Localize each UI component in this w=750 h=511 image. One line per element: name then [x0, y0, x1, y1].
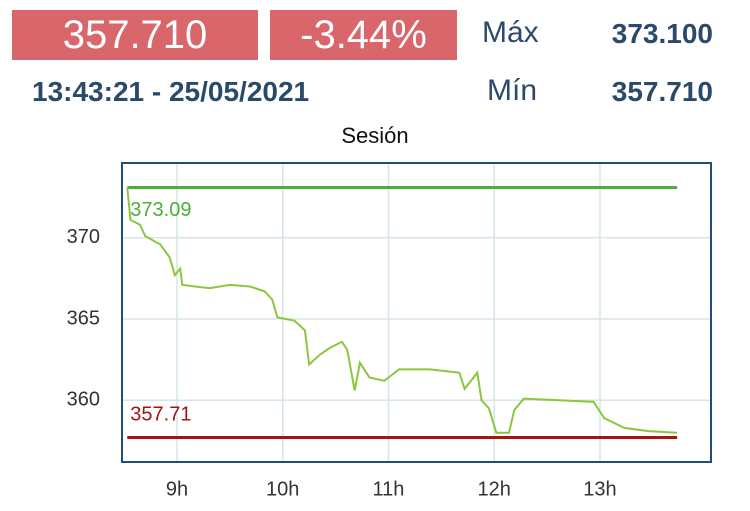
max-label: Máx: [482, 16, 539, 49]
reference-label: 357.71: [130, 404, 191, 426]
price-line: [126, 187, 678, 434]
y-tick-label: 365: [67, 307, 100, 329]
x-tick-label: 11h: [373, 478, 405, 500]
y-tick-label: 370: [67, 226, 100, 248]
min-label: Mín: [487, 74, 538, 107]
plot-border: [121, 162, 712, 463]
price: 357.710: [12, 10, 258, 60]
y-tick-label: 360: [67, 389, 100, 411]
max-value: 373.100: [611, 18, 713, 49]
x-tick-label: 9h: [166, 478, 188, 500]
x-tick-label: 12h: [478, 478, 511, 500]
reference-label: 373.09: [130, 199, 191, 221]
min-value: 357.710: [611, 76, 713, 107]
chart: Sesión 360 365 370 9h 10h 11h 12h 13h 373.09 357.…: [67, 123, 712, 500]
timestamp: 13:43:21 - 25/05/2021: [32, 76, 310, 107]
change: -3.44%: [270, 10, 457, 60]
chart-title: Sesión: [341, 123, 408, 148]
x-tick-label: 10h: [266, 478, 299, 500]
x-tick-label: 13h: [583, 478, 616, 500]
